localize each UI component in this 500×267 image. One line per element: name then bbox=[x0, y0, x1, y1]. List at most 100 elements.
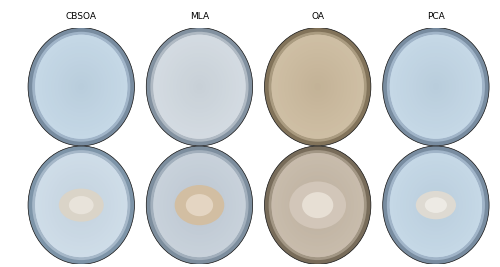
Ellipse shape bbox=[35, 35, 128, 139]
Ellipse shape bbox=[48, 168, 114, 242]
Ellipse shape bbox=[186, 190, 212, 220]
Ellipse shape bbox=[48, 50, 114, 124]
Ellipse shape bbox=[390, 35, 482, 139]
Ellipse shape bbox=[268, 32, 366, 142]
Ellipse shape bbox=[166, 168, 232, 242]
Ellipse shape bbox=[432, 201, 439, 209]
Ellipse shape bbox=[35, 35, 128, 139]
Ellipse shape bbox=[298, 64, 338, 109]
Ellipse shape bbox=[284, 168, 350, 242]
Ellipse shape bbox=[264, 28, 371, 146]
Ellipse shape bbox=[314, 83, 321, 91]
Ellipse shape bbox=[58, 179, 104, 231]
Ellipse shape bbox=[154, 35, 246, 139]
Ellipse shape bbox=[278, 160, 357, 250]
Ellipse shape bbox=[410, 175, 463, 235]
Ellipse shape bbox=[68, 72, 94, 102]
Ellipse shape bbox=[268, 150, 366, 260]
Ellipse shape bbox=[403, 50, 469, 124]
Ellipse shape bbox=[426, 76, 446, 98]
Ellipse shape bbox=[272, 153, 364, 257]
Ellipse shape bbox=[396, 160, 475, 250]
Ellipse shape bbox=[65, 68, 98, 105]
Ellipse shape bbox=[272, 153, 364, 257]
Ellipse shape bbox=[278, 42, 357, 131]
Ellipse shape bbox=[413, 61, 459, 113]
Ellipse shape bbox=[406, 53, 466, 120]
Ellipse shape bbox=[35, 153, 128, 257]
Ellipse shape bbox=[294, 179, 341, 231]
Text: CBSOA: CBSOA bbox=[66, 12, 97, 21]
Ellipse shape bbox=[146, 28, 252, 146]
Ellipse shape bbox=[390, 35, 482, 139]
Ellipse shape bbox=[146, 146, 252, 264]
Ellipse shape bbox=[275, 38, 360, 135]
Ellipse shape bbox=[282, 46, 354, 128]
Ellipse shape bbox=[170, 53, 229, 120]
Ellipse shape bbox=[387, 150, 485, 260]
Ellipse shape bbox=[190, 76, 210, 98]
Ellipse shape bbox=[52, 53, 111, 120]
Ellipse shape bbox=[186, 72, 212, 102]
Ellipse shape bbox=[400, 164, 472, 246]
Ellipse shape bbox=[78, 201, 84, 209]
Ellipse shape bbox=[35, 153, 128, 257]
Ellipse shape bbox=[176, 179, 222, 231]
Ellipse shape bbox=[400, 46, 472, 128]
Ellipse shape bbox=[45, 46, 118, 128]
Text: MLA: MLA bbox=[190, 12, 209, 21]
Ellipse shape bbox=[72, 76, 91, 98]
Ellipse shape bbox=[272, 35, 364, 139]
Ellipse shape bbox=[393, 157, 478, 253]
Ellipse shape bbox=[58, 61, 104, 113]
Ellipse shape bbox=[420, 187, 452, 224]
Ellipse shape bbox=[288, 172, 348, 239]
Ellipse shape bbox=[183, 68, 216, 105]
Ellipse shape bbox=[32, 32, 130, 142]
Ellipse shape bbox=[393, 38, 478, 135]
Ellipse shape bbox=[160, 160, 239, 250]
Text: B: B bbox=[26, 157, 32, 166]
Ellipse shape bbox=[55, 175, 108, 235]
Ellipse shape bbox=[69, 196, 94, 214]
Ellipse shape bbox=[292, 57, 344, 116]
Ellipse shape bbox=[38, 38, 124, 135]
Ellipse shape bbox=[298, 183, 338, 227]
Ellipse shape bbox=[62, 183, 101, 227]
Ellipse shape bbox=[302, 192, 334, 218]
Ellipse shape bbox=[314, 201, 321, 209]
Ellipse shape bbox=[410, 57, 463, 116]
Ellipse shape bbox=[180, 64, 220, 109]
Ellipse shape bbox=[154, 153, 246, 257]
Ellipse shape bbox=[190, 194, 210, 216]
Ellipse shape bbox=[173, 57, 226, 116]
Ellipse shape bbox=[426, 194, 446, 216]
Text: OA: OA bbox=[311, 12, 324, 21]
Ellipse shape bbox=[382, 146, 489, 264]
Ellipse shape bbox=[416, 183, 456, 227]
Ellipse shape bbox=[28, 28, 134, 146]
Ellipse shape bbox=[432, 83, 439, 91]
Ellipse shape bbox=[416, 191, 456, 219]
Ellipse shape bbox=[264, 146, 371, 264]
Ellipse shape bbox=[74, 198, 88, 213]
Ellipse shape bbox=[290, 182, 346, 229]
Ellipse shape bbox=[68, 190, 94, 220]
Ellipse shape bbox=[38, 157, 124, 253]
Ellipse shape bbox=[170, 172, 229, 239]
Ellipse shape bbox=[396, 42, 475, 131]
Ellipse shape bbox=[160, 42, 239, 131]
Ellipse shape bbox=[65, 187, 98, 224]
Ellipse shape bbox=[308, 76, 328, 98]
Ellipse shape bbox=[55, 57, 108, 116]
Ellipse shape bbox=[294, 61, 341, 113]
Ellipse shape bbox=[186, 194, 213, 216]
Ellipse shape bbox=[150, 32, 248, 142]
Ellipse shape bbox=[284, 50, 350, 124]
Ellipse shape bbox=[196, 201, 203, 209]
Ellipse shape bbox=[420, 68, 452, 105]
Ellipse shape bbox=[74, 79, 88, 94]
Ellipse shape bbox=[156, 38, 242, 135]
Ellipse shape bbox=[272, 35, 364, 139]
Ellipse shape bbox=[45, 164, 118, 246]
